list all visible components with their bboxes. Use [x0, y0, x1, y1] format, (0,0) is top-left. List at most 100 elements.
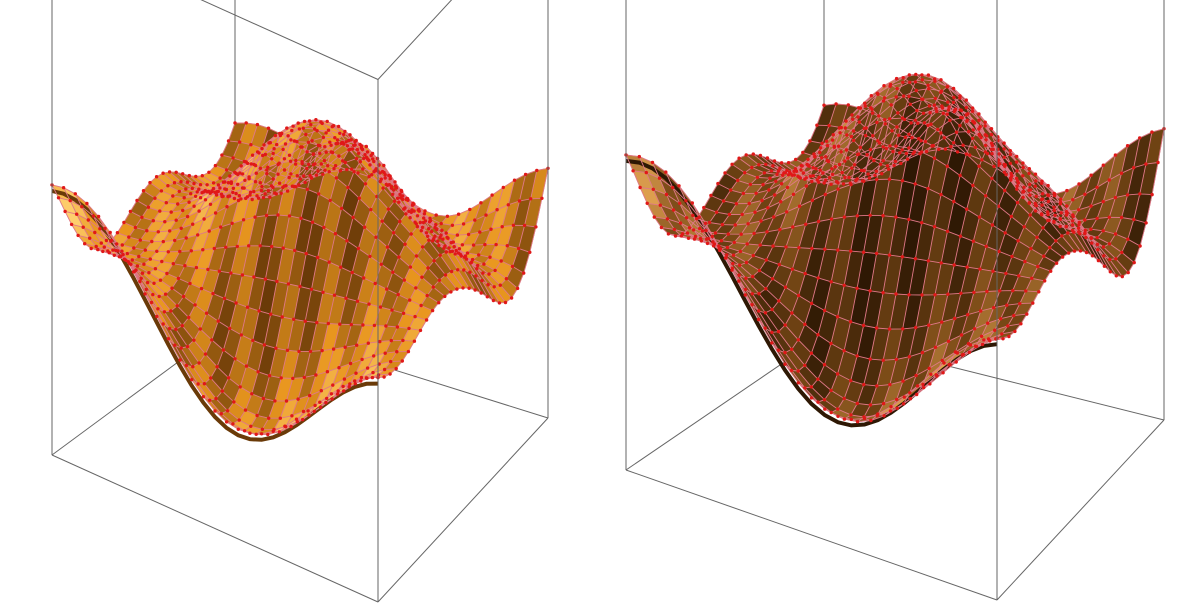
control-point [1042, 254, 1046, 258]
control-point [219, 225, 223, 229]
control-point [242, 186, 246, 190]
control-point [1070, 219, 1075, 223]
control-point [349, 167, 354, 171]
control-point [990, 147, 994, 151]
control-point [209, 376, 213, 380]
control-point [886, 167, 891, 171]
control-point [311, 163, 316, 167]
control-point [907, 293, 911, 297]
control-point [427, 220, 432, 224]
control-point [921, 382, 925, 387]
control-point [992, 306, 996, 310]
control-point [904, 151, 909, 156]
control-point [135, 198, 139, 203]
control-point [971, 239, 975, 243]
control-point [322, 158, 327, 163]
control-point [922, 385, 926, 390]
control-point [1017, 274, 1021, 278]
control-point [725, 245, 730, 250]
control-point [291, 124, 295, 128]
control-point [1000, 332, 1004, 336]
control-point [1059, 197, 1063, 201]
control-point [192, 181, 196, 186]
control-point [444, 231, 448, 235]
control-point [267, 374, 272, 378]
control-point [165, 271, 169, 276]
control-point [253, 180, 258, 184]
control-point [478, 230, 482, 234]
control-point [989, 141, 994, 145]
control-point [1138, 244, 1142, 248]
control-point [971, 128, 975, 132]
control-point [638, 185, 642, 190]
control-point [411, 201, 415, 205]
control-point [540, 196, 544, 200]
control-point [117, 255, 122, 259]
control-point [232, 400, 236, 404]
control-point [1114, 257, 1118, 261]
control-point [745, 242, 749, 246]
control-point [236, 182, 240, 186]
control-point [192, 338, 196, 342]
control-point [349, 138, 353, 142]
control-point [397, 255, 401, 259]
control-point [359, 375, 364, 380]
control-point [207, 170, 211, 174]
control-point [191, 365, 195, 369]
control-point [881, 159, 885, 163]
control-point [121, 252, 125, 257]
control-point [431, 285, 435, 289]
control-point [282, 168, 287, 172]
control-point [1102, 254, 1106, 258]
control-point [934, 106, 938, 111]
control-point [343, 160, 347, 165]
control-point [414, 286, 418, 290]
control-point [913, 182, 917, 186]
control-point [900, 116, 905, 120]
control-point [862, 179, 866, 183]
control-point [127, 235, 131, 239]
control-point [851, 117, 855, 122]
control-point [385, 287, 389, 291]
control-point [750, 303, 754, 307]
control-point [770, 341, 774, 345]
control-point [133, 225, 138, 230]
control-point [454, 248, 458, 253]
control-point [869, 156, 873, 160]
control-point [339, 141, 343, 146]
control-point [951, 141, 956, 145]
control-point [372, 159, 376, 164]
control-point [1108, 270, 1112, 274]
control-point [353, 143, 357, 147]
control-point [1009, 176, 1013, 181]
control-point [704, 228, 708, 233]
control-point [888, 84, 892, 88]
control-point [1033, 172, 1038, 176]
control-point [167, 326, 172, 331]
control-point [96, 247, 100, 252]
control-point [278, 133, 283, 138]
control-point [1066, 231, 1070, 235]
control-point [785, 168, 789, 172]
control-point [942, 361, 946, 365]
control-point [816, 333, 820, 337]
control-point [275, 279, 279, 284]
control-point [776, 169, 781, 173]
box-edge [200, 0, 379, 80]
control-point [876, 412, 880, 416]
control-point [364, 155, 369, 160]
control-point [120, 249, 124, 253]
control-point [422, 216, 426, 220]
control-point [252, 189, 256, 194]
control-point [444, 250, 448, 254]
control-point [400, 359, 404, 363]
control-point [744, 276, 748, 280]
control-point [985, 289, 989, 294]
control-point [320, 348, 324, 353]
control-point [939, 261, 943, 265]
control-point [1144, 221, 1148, 225]
control-point [355, 299, 360, 303]
control-point [970, 106, 975, 110]
control-point [155, 314, 159, 319]
control-point [389, 359, 393, 364]
